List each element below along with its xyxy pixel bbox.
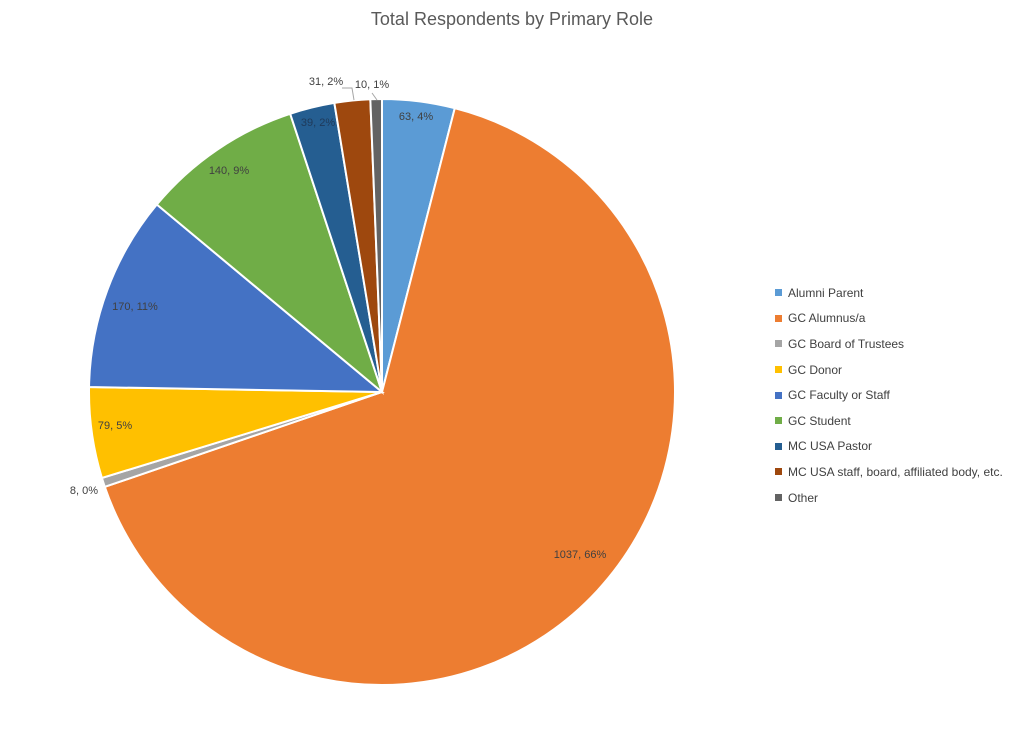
legend-item-gc-donor: GC Donor <box>775 357 1003 383</box>
leader-line <box>342 87 355 101</box>
legend-swatch <box>775 314 782 322</box>
data-label-gc-faculty-or-staff: 170, 11% <box>112 301 158 313</box>
legend-swatch <box>775 442 782 450</box>
data-label-gc-board-of-trustees: 8, 0% <box>70 485 98 497</box>
legend-swatch <box>775 366 782 374</box>
legend-swatch <box>775 468 782 476</box>
legend: Alumni Parent GC Alumnus/a GC Board of Tru… <box>775 280 1003 510</box>
data-label-gc-alumnus-a: 1037, 66% <box>554 549 607 561</box>
pie-slice-gc-alumnus-a <box>103 106 676 686</box>
legend-swatch <box>775 494 782 502</box>
data-label-other: 10, 1% <box>355 79 389 91</box>
chart-title: Total Respondents by Primary Role <box>370 9 654 29</box>
leader-line <box>371 92 378 101</box>
legend-label: MC USA Pastor <box>788 439 873 454</box>
legend-item-gc-board-of-trustees: GC Board of Trustees <box>775 331 1003 357</box>
legend-label: Alumni Parent <box>788 285 864 300</box>
legend-item-alumni-parent: Alumni Parent <box>775 280 1003 306</box>
data-label-mc-usa-pastor: 39, 2% <box>301 117 335 129</box>
legend-swatch <box>775 289 782 297</box>
legend-label: Other <box>788 490 819 505</box>
legend-item-gc-student: GC Student <box>775 408 1003 434</box>
legend-label: MC USA staff, board, affiliated body, et… <box>788 464 1003 479</box>
legend-label: GC Faculty or Staff <box>788 388 890 403</box>
pie-slice-gc-faculty-or-staff <box>88 203 385 394</box>
legend-label: GC Alumnus/a <box>788 311 866 326</box>
legend-label: GC Donor <box>788 362 843 377</box>
data-label-alumni-parent: 63, 4% <box>399 111 433 123</box>
legend-item-mc-usa-staff-board-affiliated-body-etc: MC USA staff, board, affiliated body, et… <box>775 459 1003 485</box>
data-label-mc-usa-staff-board-affiliated-body-etc: 31, 2% <box>309 76 343 88</box>
legend-swatch <box>775 340 782 348</box>
legend-item-gc-faculty-or-staff: GC Faculty or Staff <box>775 382 1003 408</box>
legend-swatch <box>775 417 782 425</box>
legend-item-other: Other <box>775 485 1003 511</box>
legend-swatch <box>775 391 782 399</box>
pie-slice-gc-student <box>155 112 385 396</box>
legend-item-gc-alumnus-a: GC Alumnus/a <box>775 306 1003 332</box>
data-label-gc-donor: 79, 5% <box>98 420 132 432</box>
legend-item-mc-usa-pastor: MC USA Pastor <box>775 434 1003 460</box>
legend-label: GC Student <box>788 413 851 428</box>
data-label-gc-student: 140, 9% <box>209 165 250 177</box>
legend-label: GC Board of Trustees <box>788 336 905 351</box>
